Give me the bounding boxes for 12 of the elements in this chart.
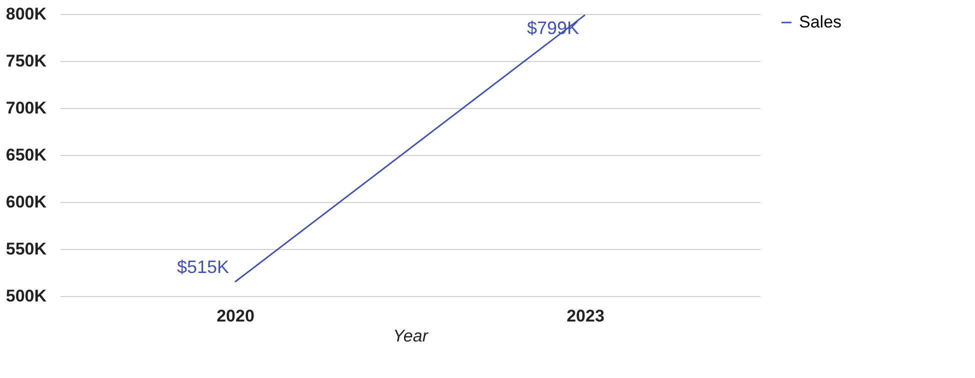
x-axis-title: Year: [393, 326, 430, 346]
x-tick-label: 2023: [566, 306, 604, 326]
legend-label: Sales: [799, 12, 842, 32]
data-label: $515K: [176, 256, 229, 277]
y-tick-label: 550K: [6, 240, 48, 258]
y-tick-label: 750K: [6, 52, 48, 70]
y-tick-label: 600K: [6, 192, 48, 212]
y-tick-label: 650K: [6, 146, 48, 164]
x-tick-label: 2020: [216, 306, 254, 326]
y-tick-label: 800K: [6, 4, 48, 24]
y-tick-label: 500K: [6, 286, 48, 306]
y-tick-label: 700K: [6, 98, 48, 118]
